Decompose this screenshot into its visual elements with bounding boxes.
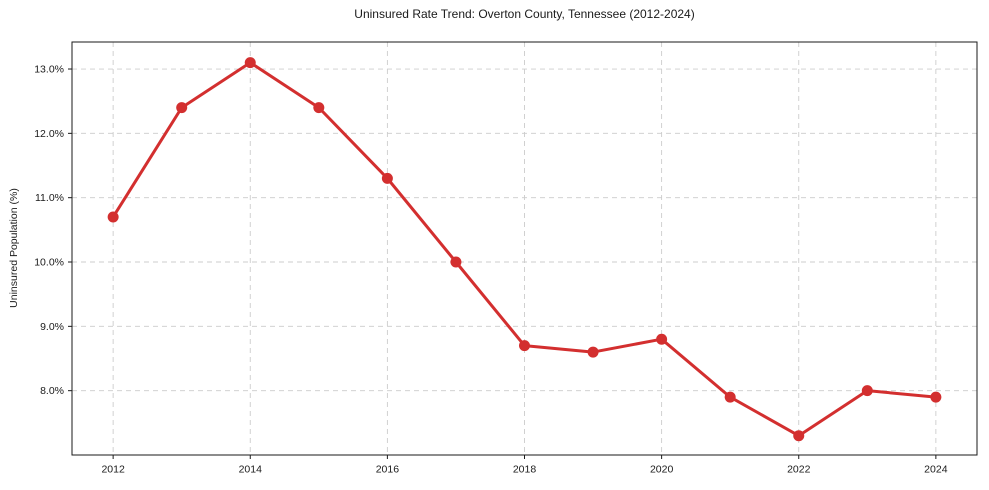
y-tick-label: 11.0% (35, 192, 64, 204)
data-point-2021 (724, 391, 736, 403)
data-point-2022 (793, 430, 805, 442)
data-point-2016 (381, 172, 393, 184)
data-point-2018 (519, 340, 530, 352)
x-tick-label: 2022 (787, 464, 811, 476)
y-tick-label: 12.0% (34, 128, 64, 140)
chart-title: Uninsured Rate Trend: Overton County, Te… (354, 7, 695, 21)
x-tick-label: 2016 (376, 464, 400, 476)
data-point-2012 (107, 211, 119, 223)
tick-labels: 2012 2014 2016 2018 2020 2022 2024 8.0% 9.0% 10.0… (34, 64, 947, 476)
x-tick-label: 2020 (650, 464, 674, 476)
data-point-2014 (244, 57, 256, 69)
y-tick-label: 13.0% (34, 64, 64, 76)
x-tick-label: 2018 (513, 464, 537, 476)
data-point-2024 (930, 391, 942, 403)
x-tick-label: 2024 (924, 464, 948, 476)
y-tick-label: 8.0% (40, 385, 64, 397)
data-point-2020 (656, 333, 668, 345)
data-point-2015 (313, 102, 325, 114)
data-point-2017 (450, 256, 462, 268)
grid-lines (72, 42, 977, 455)
y-axis-title: Uninsured Population (%) (8, 188, 20, 308)
data-point-2013 (176, 102, 188, 114)
tick-marks (68, 68, 937, 459)
data-point-2019 (587, 346, 599, 358)
y-tick-label: 9.0% (40, 321, 64, 333)
data-point-2023 (861, 385, 873, 397)
x-tick-label: 2012 (101, 464, 125, 476)
y-tick-label: 10.0% (34, 257, 64, 269)
x-tick-label: 2014 (239, 464, 263, 476)
